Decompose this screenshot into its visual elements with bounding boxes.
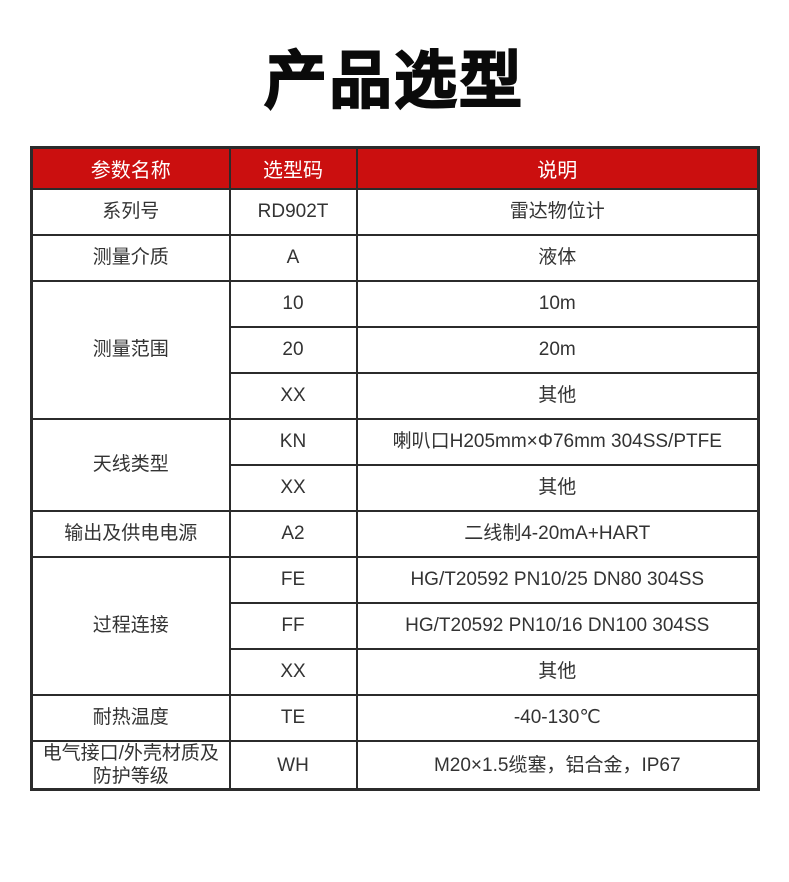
description-cell: HG/T20592 PN10/16 DN100 304SS bbox=[355, 602, 760, 650]
parameter-name-cell: 电气接口/外壳材质及防护等级 bbox=[30, 740, 231, 791]
table-row: 耐热温度 TE -40-130℃ bbox=[30, 694, 760, 742]
table-row: 电气接口/外壳材质及防护等级 WH M20×1.5缆塞，铝合金，IP67 bbox=[30, 740, 760, 791]
table-row: XX 其他 bbox=[32, 648, 760, 696]
selection-code-cell: A bbox=[228, 234, 358, 282]
selection-code-cell: TE bbox=[228, 694, 358, 742]
table-row: FF HG/T20592 PN10/16 DN100 304SS bbox=[32, 602, 760, 650]
product-selection-table: 参数名称 选型码 说明 系列号 RD902T 雷达物位计 测量介质 A 液体 测量范围 10 1… bbox=[30, 146, 760, 792]
table-row: 过程连接 FE HG/T20592 PN10/25 DN80 304SS bbox=[30, 556, 760, 696]
selection-code-cell: XX bbox=[228, 464, 358, 512]
selection-code-cell: WH bbox=[228, 740, 358, 791]
table-row: XX 其他 bbox=[32, 372, 760, 420]
description-cell: 10m bbox=[355, 280, 760, 328]
description-cell: 液体 bbox=[355, 234, 760, 282]
selection-code-cell: RD902T bbox=[228, 188, 358, 236]
table-row: 测量介质 A 液体 bbox=[30, 234, 760, 282]
table-row: 20 20m bbox=[32, 326, 760, 374]
table-body: 系列号 RD902T 雷达物位计 测量介质 A 液体 测量范围 10 10m 20 20m XX 其他天… bbox=[30, 188, 760, 791]
parameter-name-cell: 测量范围 bbox=[30, 280, 231, 420]
selection-code-cell: FF bbox=[228, 602, 358, 650]
table-row: 系列号 RD902T 雷达物位计 bbox=[30, 188, 760, 236]
description-cell: 其他 bbox=[355, 464, 760, 512]
table-row: 输出及供电电源 A2 二线制4-20mA+HART bbox=[30, 510, 760, 558]
description-cell: HG/T20592 PN10/25 DN80 304SS bbox=[355, 556, 760, 604]
parameter-name-cell: 天线类型 bbox=[30, 418, 231, 512]
table-row: 天线类型 KN 喇叭口H205mm×Φ76mm 304SS/PTFE bbox=[30, 418, 760, 512]
description-cell: 喇叭口H205mm×Φ76mm 304SS/PTFE bbox=[355, 418, 760, 466]
parameter-name-cell: 耐热温度 bbox=[30, 694, 231, 742]
selection-code-cell: XX bbox=[228, 372, 358, 420]
column-header-selection-code: 选型码 bbox=[228, 146, 358, 190]
description-cell: 雷达物位计 bbox=[355, 188, 760, 236]
page-title: 产品选型 bbox=[263, 46, 525, 117]
parameter-name-cell: 测量介质 bbox=[30, 234, 231, 282]
parameter-name-cell: 系列号 bbox=[30, 188, 231, 236]
description-cell: 其他 bbox=[355, 372, 760, 420]
selection-code-cell: A2 bbox=[228, 510, 358, 558]
column-header-parameter-name: 参数名称 bbox=[30, 146, 231, 190]
description-cell: 20m bbox=[355, 326, 760, 374]
selection-code-cell: FE bbox=[228, 556, 358, 604]
description-cell: 其他 bbox=[355, 648, 760, 696]
table-row: XX 其他 bbox=[32, 464, 760, 512]
description-cell: -40-130℃ bbox=[355, 694, 760, 742]
header-row: 参数名称 选型码 说明 bbox=[30, 146, 760, 190]
description-cell: M20×1.5缆塞，铝合金，IP67 bbox=[355, 740, 760, 791]
parameter-name-cell: 过程连接 bbox=[30, 556, 231, 696]
selection-code-cell: KN bbox=[228, 418, 358, 466]
selection-code-cell: 10 bbox=[228, 280, 358, 328]
table-header: 参数名称 选型码 说明 bbox=[30, 146, 760, 190]
description-cell: 二线制4-20mA+HART bbox=[355, 510, 760, 558]
column-header-description: 说明 bbox=[355, 146, 760, 190]
table-row: 测量范围 10 10m bbox=[30, 280, 760, 420]
selection-code-cell: XX bbox=[228, 648, 358, 696]
parameter-name-cell: 输出及供电电源 bbox=[30, 510, 231, 558]
selection-code-cell: 20 bbox=[228, 326, 358, 374]
